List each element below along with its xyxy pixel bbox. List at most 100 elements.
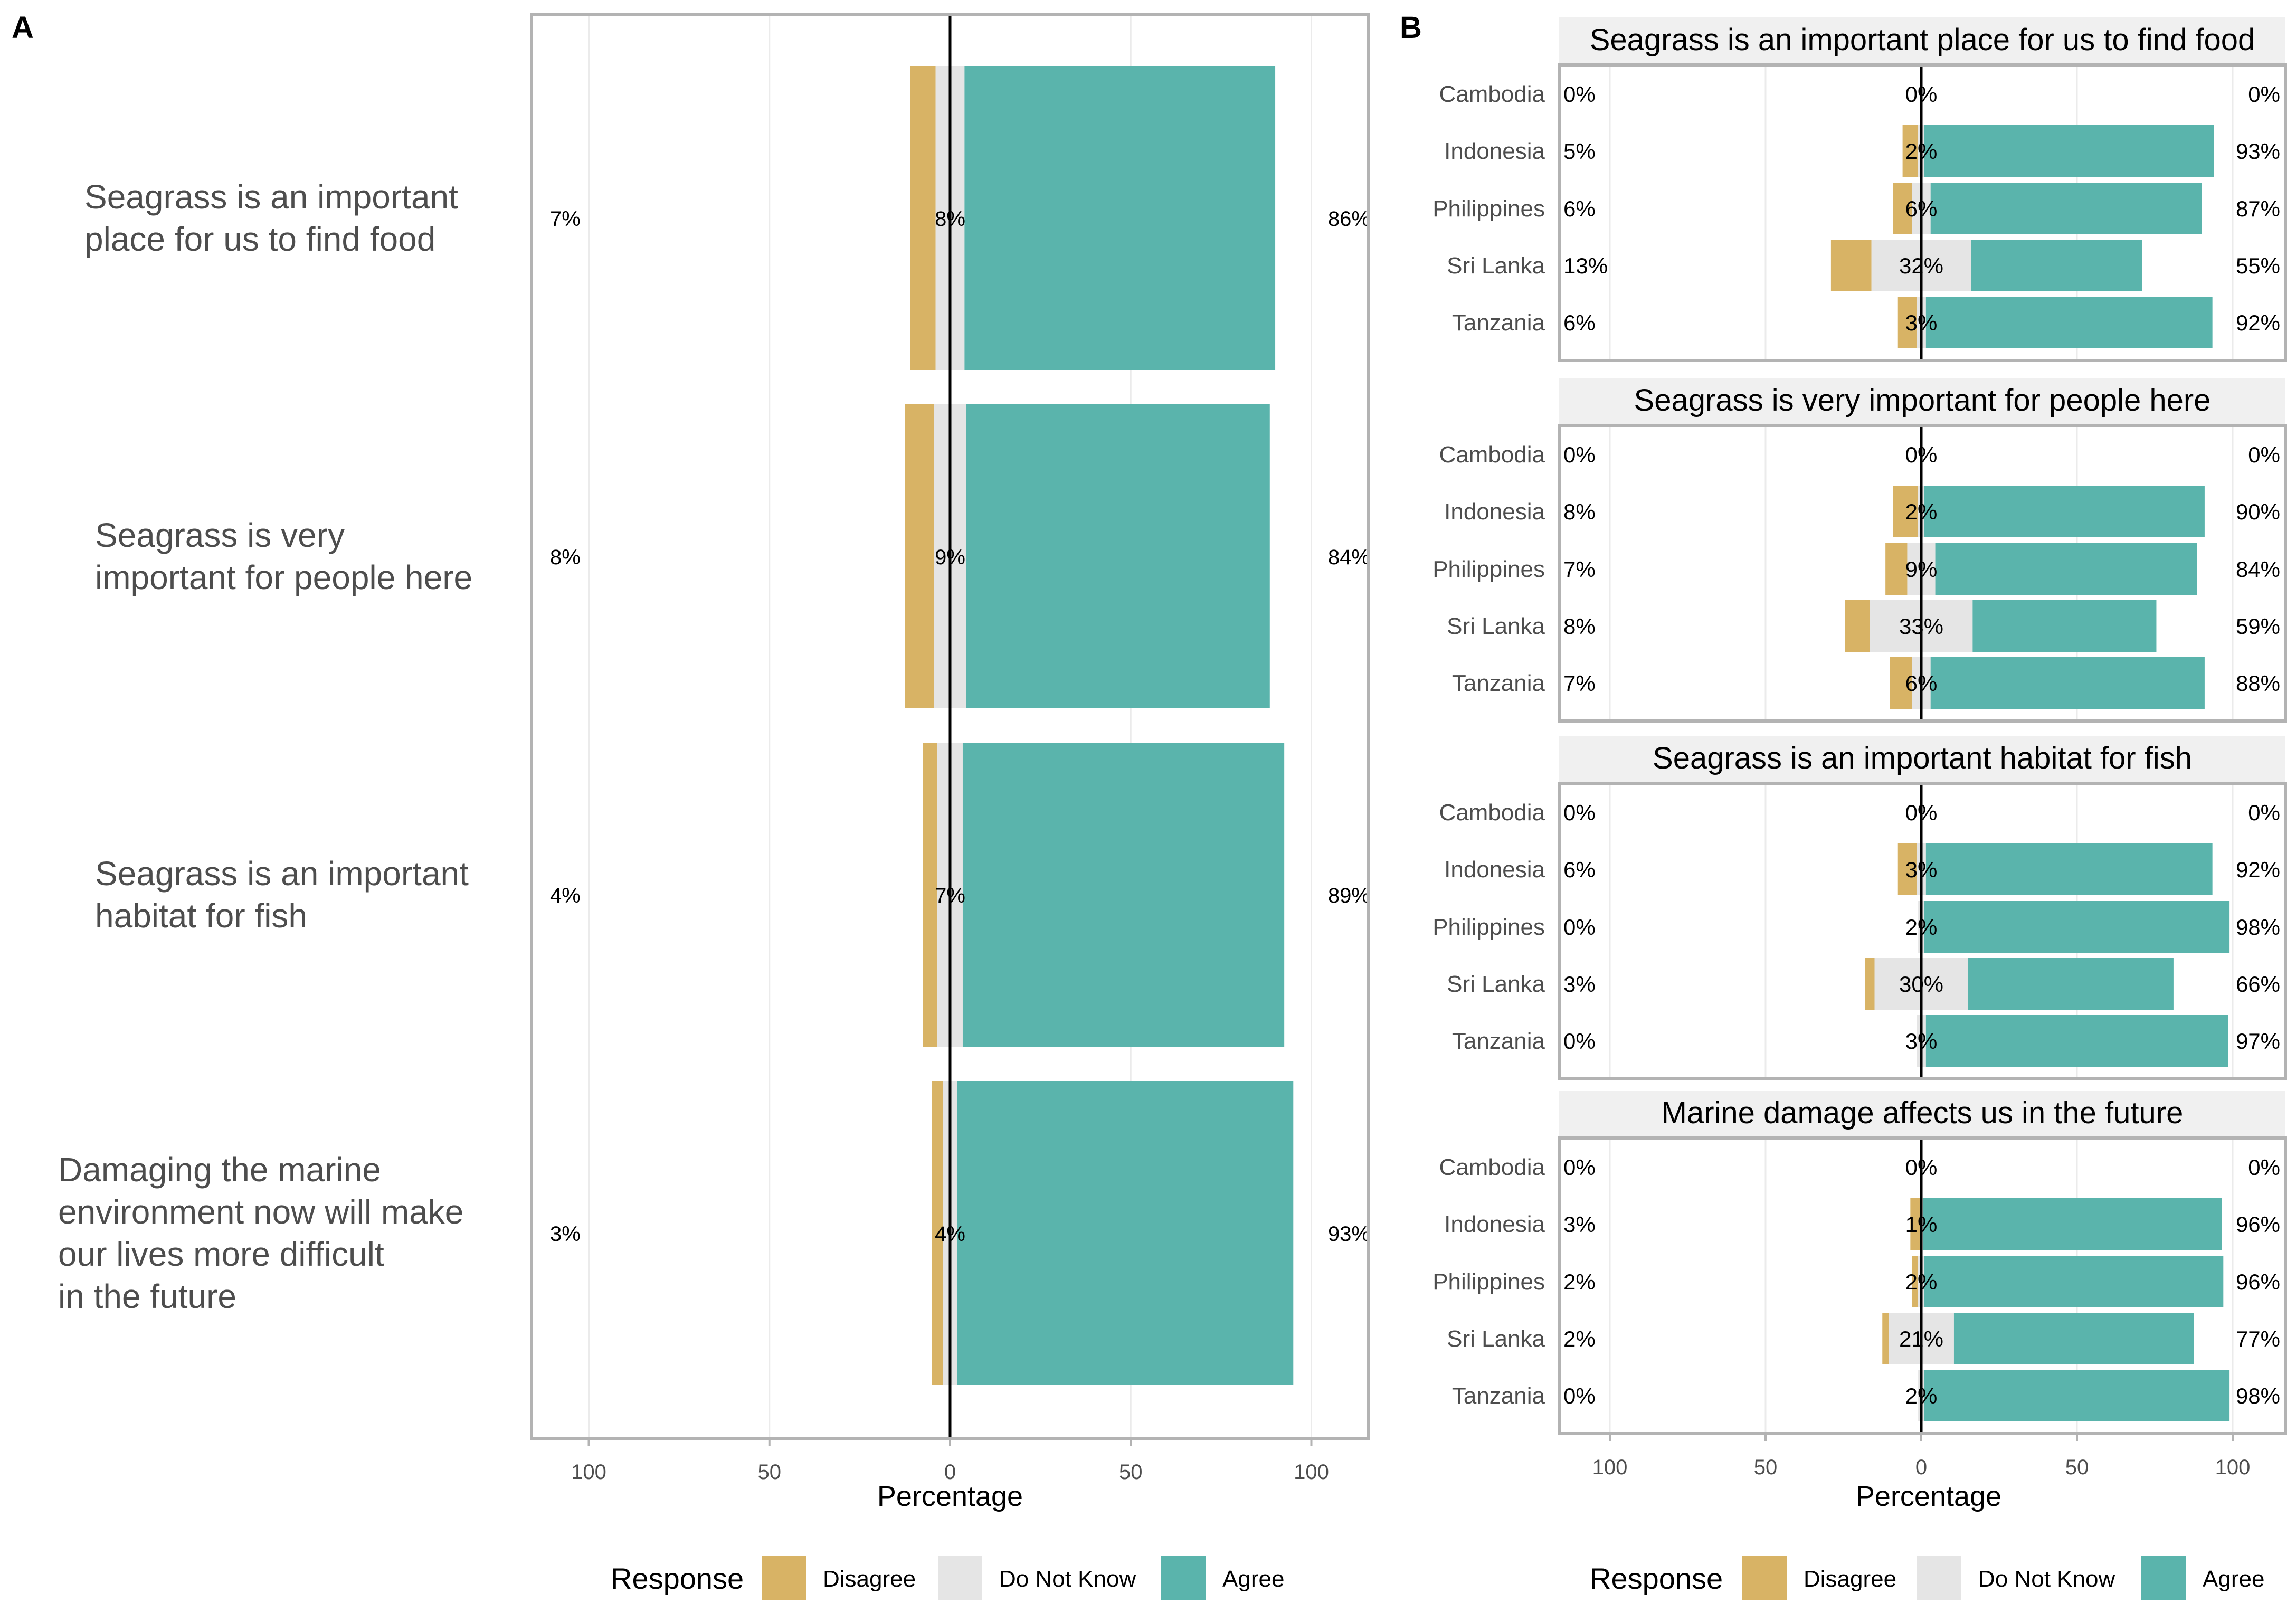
label-b-left-1-indonesia: 8% bbox=[1563, 499, 1596, 524]
category-label-fish: Seagrass is an important habitat for fish bbox=[95, 855, 469, 935]
bar-a-agree-people bbox=[966, 404, 1270, 708]
bar-b-disagree-0-philippines bbox=[1893, 183, 1912, 234]
category-label-line: Seagrass is an important bbox=[95, 855, 469, 893]
bar-a-agree-fish bbox=[962, 743, 1285, 1047]
country-label-0-cambodia: Cambodia bbox=[1439, 81, 1545, 107]
facet-title-2: Seagrass is an important habitat for fis… bbox=[1653, 741, 2192, 775]
bar-b-agree-0-srilanka bbox=[1971, 240, 2142, 291]
facet-title-1: Seagrass is very important for people he… bbox=[1634, 383, 2211, 418]
country-label-0-srilanka: Sri Lanka bbox=[1447, 253, 1545, 279]
bar-b-agree-0-tanzania bbox=[1925, 297, 2213, 348]
bar-a-disagree-food bbox=[910, 66, 936, 370]
category-label-line: our lives more difficult bbox=[58, 1235, 384, 1273]
legend-swatch-a-2 bbox=[1161, 1556, 1206, 1600]
label-b-left-3-srilanka: 2% bbox=[1563, 1326, 1596, 1351]
label-a-left-food: 7% bbox=[550, 207, 581, 231]
label-b-left-2-tanzania: 0% bbox=[1563, 1029, 1596, 1054]
label-b-right-1-philippines: 84% bbox=[2236, 557, 2280, 582]
category-label-line: habitat for fish bbox=[95, 897, 307, 935]
label-b-left-3-philippines: 2% bbox=[1563, 1269, 1596, 1294]
label-b-right-2-indonesia: 92% bbox=[2236, 857, 2280, 882]
label-b-left-2-indonesia: 6% bbox=[1563, 857, 1596, 882]
legend-swatch-b-0 bbox=[1742, 1556, 1787, 1600]
bar-b-agree-3-tanzania bbox=[1924, 1370, 2230, 1421]
label-b-right-1-srilanka: 59% bbox=[2236, 614, 2280, 639]
facet-strip-2 bbox=[1559, 736, 2285, 783]
facet-title-0: Seagrass is an important place for us to… bbox=[1590, 23, 2255, 57]
legend-swatch-a-1 bbox=[938, 1556, 982, 1600]
label-b-right-0-tanzania: 92% bbox=[2236, 310, 2280, 335]
axis-title-b: Percentage bbox=[1856, 1481, 2001, 1512]
bar-a-agree-food bbox=[964, 66, 1276, 370]
label-b-left-2-philippines: 0% bbox=[1563, 915, 1596, 940]
bar-b-agree-2-philippines bbox=[1924, 901, 2230, 953]
axis-title-a: Percentage bbox=[877, 1481, 1023, 1512]
bar-b-agree-2-indonesia bbox=[1925, 843, 2213, 895]
label-a-left-marine: 3% bbox=[550, 1222, 581, 1246]
legend-title-b: Response bbox=[1590, 1562, 1723, 1595]
category-label-line: in the future bbox=[58, 1277, 236, 1315]
label-b-left-1-srilanka: 8% bbox=[1563, 614, 1596, 639]
bar-b-agree-1-indonesia bbox=[1924, 486, 2205, 537]
facet-border-0 bbox=[1558, 63, 2287, 362]
bar-b-agree-2-srilanka bbox=[1968, 958, 2174, 1010]
label-b-right-1-cambodia: 0% bbox=[2248, 442, 2280, 467]
legend-swatch-a-0 bbox=[762, 1556, 806, 1600]
bar-b-disagree-0-indonesia bbox=[1902, 125, 1919, 177]
category-label-line: environment now will make bbox=[58, 1193, 463, 1231]
facet-strip-0 bbox=[1559, 17, 2285, 65]
facet-border-2 bbox=[1558, 782, 2287, 1080]
label-b-right-3-philippines: 96% bbox=[2236, 1269, 2280, 1294]
tick-label-b-1: 50 bbox=[1754, 1456, 1778, 1479]
bar-b-disagree-0-tanzania bbox=[1897, 297, 1917, 348]
bar-b-agree-0-philippines bbox=[1930, 183, 2202, 234]
panel-a: 7% 8% 86% Seagrass is an important place for… bbox=[58, 13, 1370, 1512]
label-a-left-people: 8% bbox=[550, 546, 581, 569]
bar-b-disagree-3-philippines bbox=[1912, 1256, 1919, 1307]
tick-label-a-4: 100 bbox=[1294, 1461, 1329, 1484]
bar-b-disagree-3-indonesia bbox=[1910, 1198, 1920, 1250]
category-label-marine: Damaging the marine environment now will … bbox=[58, 1151, 463, 1315]
bar-b-agree-0-indonesia bbox=[1924, 125, 2214, 177]
legend-b: Response Disagree Do Not Know Agree bbox=[1590, 1556, 2264, 1600]
label-b-left-2-srilanka: 3% bbox=[1563, 972, 1596, 997]
category-label-people: Seagrass is very important for people her… bbox=[95, 516, 472, 596]
label-b-left-1-cambodia: 0% bbox=[1563, 442, 1596, 467]
label-a-right-marine: 93% bbox=[1328, 1222, 1370, 1246]
bar-b-disagree-1-philippines bbox=[1885, 543, 1908, 595]
bar-b-disagree-1-indonesia bbox=[1893, 486, 1919, 537]
bar-a-agree-marine bbox=[957, 1081, 1294, 1385]
label-b-left-0-cambodia: 0% bbox=[1563, 82, 1596, 107]
bar-b-disagree-1-srilanka bbox=[1845, 600, 1870, 652]
legend-a: Response Disagree Do Not Know Agree bbox=[611, 1556, 1284, 1600]
bar-b-agree-3-srilanka bbox=[1953, 1313, 2194, 1364]
bar-b-disagree-3-srilanka bbox=[1882, 1313, 1889, 1364]
legend-label-b-0: Disagree bbox=[1804, 1566, 1896, 1592]
label-b-right-0-cambodia: 0% bbox=[2248, 82, 2280, 107]
country-label-1-philippines: Philippines bbox=[1432, 556, 1545, 582]
label-b-right-3-tanzania: 98% bbox=[2236, 1383, 2280, 1408]
legend-label-b-2: Agree bbox=[2203, 1566, 2264, 1592]
bar-b-agree-3-philippines bbox=[1924, 1256, 2224, 1307]
facet-title-3: Marine damage affects us in the future bbox=[1662, 1096, 2184, 1130]
label-a-right-food: 86% bbox=[1328, 207, 1370, 231]
category-label-food: Seagrass is an important place for us to … bbox=[84, 178, 458, 258]
label-b-right-3-srilanka: 77% bbox=[2236, 1326, 2280, 1351]
label-b-left-3-indonesia: 3% bbox=[1563, 1212, 1596, 1237]
label-a-right-people: 84% bbox=[1328, 546, 1370, 569]
country-label-3-srilanka: Sri Lanka bbox=[1447, 1326, 1545, 1352]
legend-label-a-0: Disagree bbox=[823, 1566, 916, 1592]
label-b-right-0-srilanka: 55% bbox=[2236, 253, 2280, 278]
country-label-3-philippines: Philippines bbox=[1432, 1269, 1545, 1295]
label-b-right-2-srilanka: 66% bbox=[2236, 972, 2280, 997]
tick-label-b-3: 50 bbox=[2065, 1456, 2089, 1479]
tick-label-a-0: 100 bbox=[571, 1461, 606, 1484]
country-label-1-indonesia: Indonesia bbox=[1444, 499, 1545, 525]
label-b-left-0-srilanka: 13% bbox=[1563, 253, 1608, 278]
facet-strip-1 bbox=[1559, 378, 2285, 425]
tick-label-a-3: 50 bbox=[1119, 1461, 1143, 1484]
label-b-left-0-indonesia: 5% bbox=[1563, 139, 1596, 164]
country-label-2-indonesia: Indonesia bbox=[1444, 857, 1545, 883]
label-b-left-3-cambodia: 0% bbox=[1563, 1155, 1596, 1180]
